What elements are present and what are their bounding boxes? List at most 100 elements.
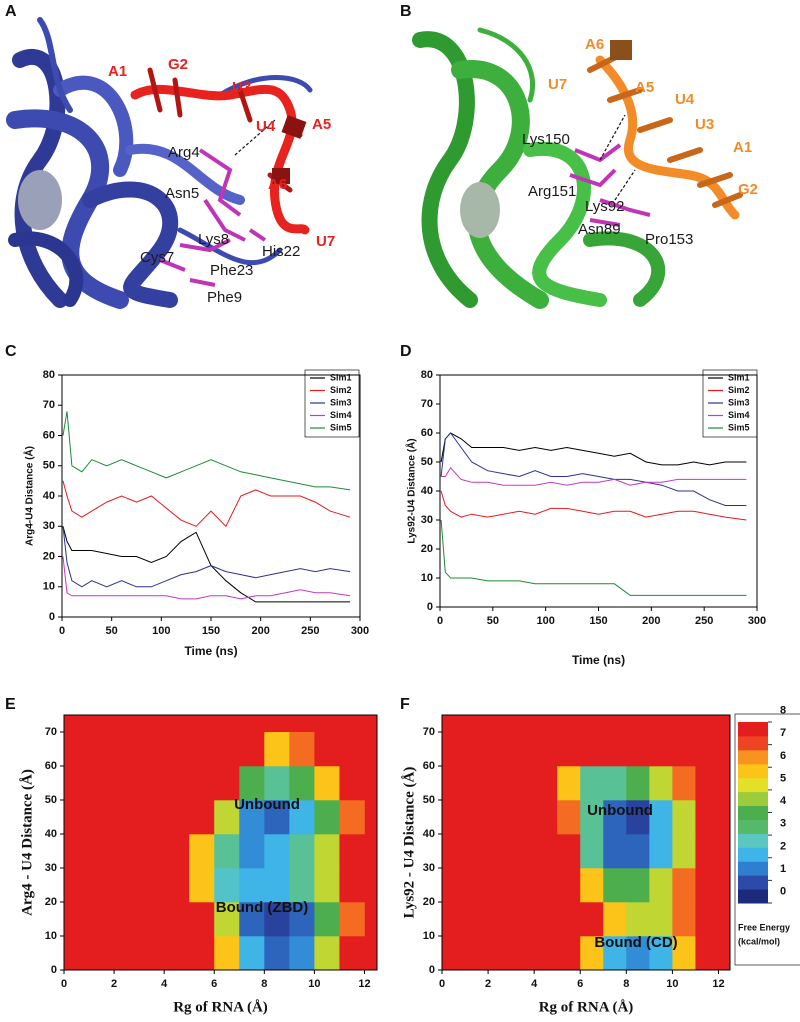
heat-cell xyxy=(695,936,719,971)
heat-cell xyxy=(442,732,466,767)
heat-cell xyxy=(511,732,535,767)
heat-cell xyxy=(511,834,535,869)
nucleotide-label: U7 xyxy=(316,233,335,250)
nucleotide-label: A6 xyxy=(585,36,604,53)
y-tick-label: 40 xyxy=(423,828,435,840)
x-tick-label: 200 xyxy=(642,615,660,627)
y-tick-label: 60 xyxy=(43,429,55,441)
series-line xyxy=(62,480,351,528)
heat-cell xyxy=(557,732,581,767)
y-tick-label: 50 xyxy=(43,460,55,472)
protein-a xyxy=(6,17,313,309)
legend-label: Sim1 xyxy=(728,372,750,382)
legend-label: Sim3 xyxy=(330,397,352,407)
y-axis-title: Lys92-U4 Distance (Å) xyxy=(405,438,418,543)
heat-cell xyxy=(164,800,190,835)
x-tick-label: 300 xyxy=(351,625,369,637)
heat-cell xyxy=(139,902,165,937)
x-tick-label: 50 xyxy=(487,615,499,627)
heat-cell xyxy=(89,732,115,767)
heat-cell xyxy=(114,834,140,869)
residue-label: Lys150 xyxy=(522,131,570,148)
heat-cell xyxy=(339,936,365,971)
colorbar-band xyxy=(738,722,768,737)
y-tick-label: 60 xyxy=(423,760,435,772)
heat-cell xyxy=(465,936,489,971)
heat-cell xyxy=(672,766,696,801)
heat-cell xyxy=(580,834,604,869)
heat-cell xyxy=(603,902,627,937)
x-tick-label: 150 xyxy=(202,625,220,637)
colorbar-tick-label: 0 xyxy=(780,886,786,898)
x-tick-label: 8 xyxy=(623,978,629,990)
heat-cell xyxy=(534,936,558,971)
nucleotide-label: U4 xyxy=(256,118,276,135)
heat-cell xyxy=(626,834,650,869)
heat-cell xyxy=(239,766,265,801)
x-tick-label: 50 xyxy=(106,625,118,637)
heat-cell xyxy=(164,834,190,869)
legend-label: Sim4 xyxy=(330,410,352,420)
colorbar-tick-label: 5 xyxy=(780,772,786,784)
plot-frame xyxy=(63,714,378,971)
y-tick-label: 0 xyxy=(51,964,57,976)
y-tick-label: 30 xyxy=(423,862,435,874)
colorbar-tick-label: 1 xyxy=(780,863,786,875)
heat-cell xyxy=(264,732,290,767)
x-tick-label: 0 xyxy=(59,625,65,637)
colorbar-band xyxy=(738,889,768,904)
heat-cell xyxy=(534,732,558,767)
residue-label: Lys92 xyxy=(585,198,624,215)
heat-cell xyxy=(264,834,290,869)
heat-cell xyxy=(289,936,315,971)
rna-b xyxy=(587,40,743,220)
heat-cell xyxy=(649,766,673,801)
panel-label: D xyxy=(400,343,412,360)
heat-cell xyxy=(289,766,315,801)
y-tick-label: 30 xyxy=(45,862,57,874)
y-tick-label: 10 xyxy=(421,572,433,584)
heat-cell xyxy=(339,902,365,937)
heat-cell xyxy=(164,868,190,903)
heat-cell xyxy=(289,868,315,903)
heat-cell xyxy=(264,800,290,835)
legend-label: Sim5 xyxy=(330,422,352,432)
residue-label: Lys8 xyxy=(198,231,229,248)
nucleotide-label: A5 xyxy=(312,116,331,133)
heat-cell xyxy=(289,834,315,869)
heat-cell xyxy=(164,732,190,767)
y-tick-label: 20 xyxy=(45,896,57,908)
heat-cell xyxy=(603,732,627,767)
heat-cell xyxy=(626,800,650,835)
heat-cell xyxy=(511,936,535,971)
x-tick-label: 2 xyxy=(485,978,491,990)
y-tick-label: 50 xyxy=(423,794,435,806)
heat-cell xyxy=(289,732,315,767)
colorbar-tick-label: 4 xyxy=(780,795,787,807)
panel-label: E xyxy=(5,696,16,713)
x-axis-title: Rg of RNA (Å) xyxy=(173,999,268,1015)
x-tick-label: 200 xyxy=(251,625,269,637)
heat-cell xyxy=(314,936,340,971)
x-tick-label: 2 xyxy=(111,978,117,990)
heat-cell xyxy=(264,936,290,971)
y-tick-label: 80 xyxy=(421,369,433,381)
heat-cell xyxy=(557,834,581,869)
heat-cell xyxy=(534,902,558,937)
legend-label: Sim5 xyxy=(728,422,750,432)
nucleotide-label: A5 xyxy=(635,79,654,96)
y-tick-label: 0 xyxy=(429,964,435,976)
y-tick-label: 10 xyxy=(45,930,57,942)
nucleotide-label: A1 xyxy=(108,63,127,80)
heat-cell xyxy=(465,732,489,767)
plot-frame xyxy=(441,714,731,971)
series-line xyxy=(440,490,747,521)
heat-cell xyxy=(239,834,265,869)
heat-cell xyxy=(289,902,315,937)
colorbar-tick-label: 8 xyxy=(780,705,786,717)
heat-cell xyxy=(239,902,265,937)
x-tick-label: 10 xyxy=(308,978,320,990)
y-tick-label: 70 xyxy=(421,398,433,410)
heat-cell xyxy=(339,732,365,767)
